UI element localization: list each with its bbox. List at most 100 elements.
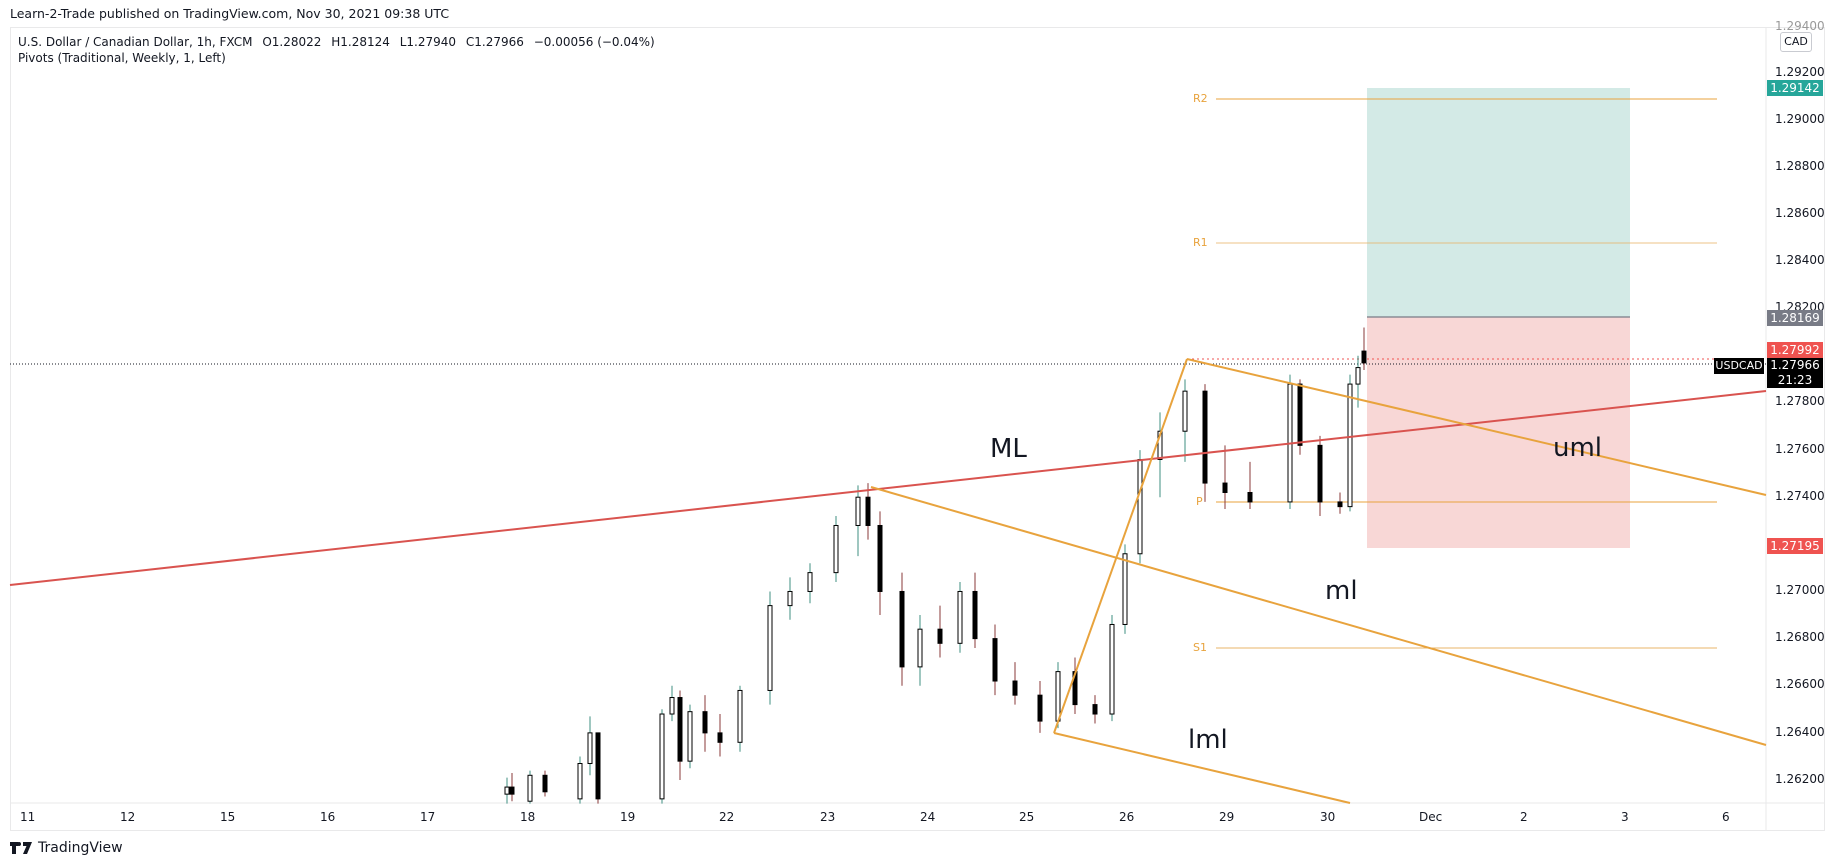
candle <box>937 628 943 644</box>
entry-price-badge: 1.28169 <box>1767 310 1823 326</box>
candle <box>687 711 693 762</box>
time-tick-label: 3 <box>1621 810 1629 824</box>
ohlc-high: H1.28124 <box>331 35 390 49</box>
candle <box>972 590 978 640</box>
price-tick-label: 1.28400 <box>1775 253 1825 267</box>
pivot-p-label: P <box>1196 495 1203 508</box>
candle <box>1347 383 1353 508</box>
candle <box>702 711 708 734</box>
candle <box>1222 482 1228 493</box>
ohlc-low: L1.27940 <box>399 35 457 49</box>
candle <box>1037 694 1043 722</box>
tradingview-logo-icon <box>10 842 32 854</box>
candle <box>595 732 601 800</box>
candle <box>1137 458 1143 555</box>
median-line[interactable] <box>9 390 1767 586</box>
candle <box>659 713 665 800</box>
high-price-badge: 1.27992 <box>1767 342 1823 358</box>
time-tick-label: 17 <box>420 810 436 824</box>
price-tick-label: 1.27600 <box>1775 442 1825 456</box>
time-tick-label: 2 <box>1520 810 1528 824</box>
candle <box>767 605 773 691</box>
candle <box>1297 383 1303 446</box>
time-tick-label: 19 <box>620 810 636 824</box>
ohlc-close: C1.27966 <box>465 35 524 49</box>
price-axis-top-partial: 1.29400 <box>1775 19 1825 33</box>
candle <box>833 524 839 574</box>
price-tick-label: 1.29000 <box>1775 112 1825 126</box>
ohlc-open: O1.28022 <box>262 35 322 49</box>
candle <box>865 496 871 526</box>
currency-button[interactable]: CAD <box>1780 32 1812 52</box>
candle <box>1012 680 1018 696</box>
stop-loss-badge: 1.27195 <box>1767 538 1823 554</box>
candle <box>1109 623 1115 715</box>
tradingview-brand-text: TradingView <box>38 840 123 856</box>
time-tick-label: 29 <box>1219 810 1235 824</box>
candle <box>717 732 723 743</box>
pitchfork-ml-parallel[interactable] <box>870 486 1767 746</box>
candle <box>669 697 675 715</box>
ml-text-label[interactable]: ML <box>990 434 1027 464</box>
candle <box>587 732 593 765</box>
published-header: Learn-2-Trade published on TradingView.c… <box>10 6 450 21</box>
price-tick-label: 1.26800 <box>1775 630 1825 644</box>
candle <box>1092 704 1098 715</box>
bar-countdown: 21:23 <box>1777 373 1813 387</box>
candle <box>577 763 583 800</box>
candle <box>504 786 510 795</box>
ml-lower-text-label[interactable]: ml <box>1325 576 1358 606</box>
symbol-legend[interactable]: U.S. Dollar / Canadian Dollar, 1h, FXCM … <box>18 35 661 49</box>
time-tick-label: Dec <box>1419 810 1443 824</box>
candle <box>957 590 963 644</box>
candle <box>1317 444 1323 503</box>
time-tick-label: 15 <box>220 810 236 824</box>
candle <box>855 496 861 526</box>
candle <box>509 786 515 795</box>
pivot-s1-label: S1 <box>1193 641 1207 654</box>
take-profit-badge: 1.29142 <box>1767 80 1823 96</box>
pitchfork-lower-line[interactable] <box>1053 732 1351 804</box>
price-tick-label: 1.29200 <box>1775 65 1825 79</box>
price-tick-label: 1.27800 <box>1775 394 1825 408</box>
symbol-description: U.S. Dollar / Canadian Dollar, 1h, FXCM <box>18 35 253 49</box>
time-tick-label: 23 <box>820 810 836 824</box>
candle <box>877 524 883 592</box>
price-tick-label: 1.28600 <box>1775 206 1825 220</box>
uml-text-label[interactable]: uml <box>1553 433 1603 463</box>
price-tick-label: 1.27400 <box>1775 489 1825 503</box>
time-tick-label: 25 <box>1019 810 1035 824</box>
time-tick-label: 12 <box>120 810 136 824</box>
pivot-r2-label: R2 <box>1193 92 1208 105</box>
time-tick-label: 22 <box>719 810 735 824</box>
candle <box>1337 501 1343 508</box>
candle <box>527 774 533 802</box>
last-price-badge: 1.27966 21:23 <box>1767 358 1823 388</box>
pitchfork-upper-line[interactable] <box>1186 358 1767 496</box>
tradingview-logo[interactable]: TradingView <box>10 840 123 856</box>
time-tick-label: 24 <box>920 810 936 824</box>
candle <box>1355 367 1361 385</box>
price-tick-label: 1.27000 <box>1775 583 1825 597</box>
time-tick-label: 30 <box>1320 810 1336 824</box>
indicator-legend[interactable]: Pivots (Traditional, Weekly, 1, Left) <box>18 51 232 65</box>
pivots-indicator-label: Pivots (Traditional, Weekly, 1, Left) <box>18 51 226 65</box>
price-tick-label: 1.28800 <box>1775 159 1825 173</box>
candle <box>992 638 998 682</box>
pitchfork-handle[interactable] <box>1053 358 1188 734</box>
target-zone[interactable] <box>1367 88 1630 317</box>
price-tick-label: 1.26200 <box>1775 772 1825 786</box>
chart-pane[interactable] <box>10 27 1825 831</box>
price-tick-label: 1.26400 <box>1775 725 1825 739</box>
ohlc-change: −0.00056 (−0.04%) <box>533 35 655 49</box>
candle <box>1182 390 1188 432</box>
pivot-r1-label: R1 <box>1193 236 1208 249</box>
time-tick-label: 18 <box>520 810 536 824</box>
candle <box>1055 671 1061 722</box>
candle <box>807 572 813 592</box>
candle <box>1202 390 1208 484</box>
lml-text-label[interactable]: lml <box>1188 725 1228 755</box>
candle <box>1122 553 1128 625</box>
time-tick-label: 6 <box>1722 810 1730 824</box>
